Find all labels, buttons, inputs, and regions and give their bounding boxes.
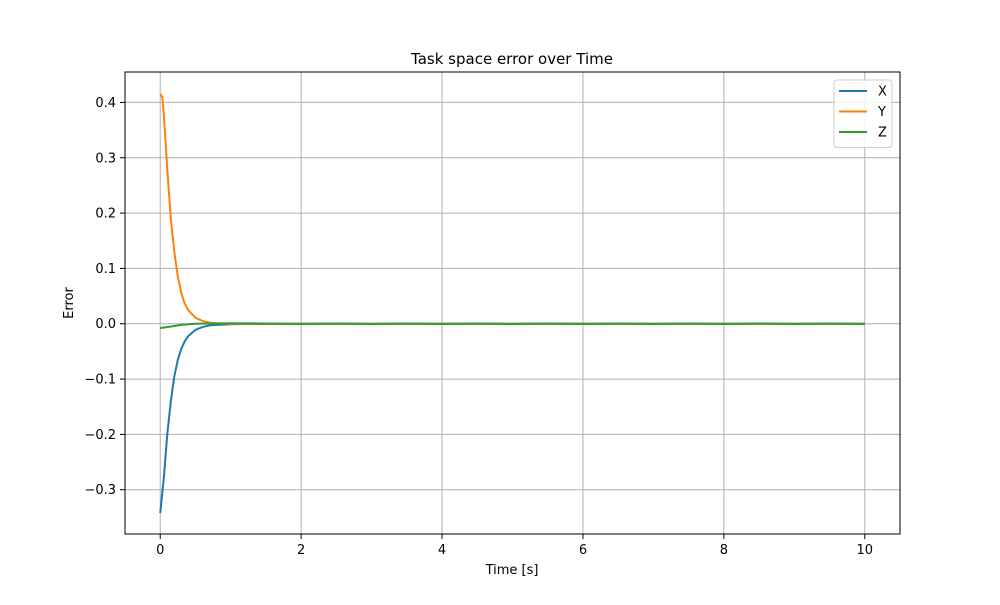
x-tick-label: 6 xyxy=(579,543,587,558)
x-tick-label: 2 xyxy=(297,543,305,558)
x-axis-label: Time [s] xyxy=(485,563,539,578)
chart-title: Task space error over Time xyxy=(410,50,613,68)
y-axis-label: Error xyxy=(62,287,77,319)
series-line-x xyxy=(159,322,865,514)
y-tick-label: 0.4 xyxy=(95,96,116,111)
series-line-y xyxy=(159,93,865,325)
x-tick-label: 0 xyxy=(156,543,164,558)
ticks-layer: 0 2 4 6 8 10 −0.3 −0.2 −0.1 0.0 0.1 0.2 0.3 0.4 xyxy=(84,96,873,558)
y-tick-label: −0.3 xyxy=(84,483,116,498)
y-tick-label: −0.1 xyxy=(84,373,116,388)
series-layer xyxy=(159,93,865,514)
y-tick-label: 0.2 xyxy=(95,207,116,222)
legend-label-y: Y xyxy=(877,105,886,120)
y-tick-label: 0.1 xyxy=(95,262,116,277)
series-line-z xyxy=(160,322,865,330)
grid-layer xyxy=(125,72,900,534)
legend-box xyxy=(833,79,893,148)
x-tick-label: 10 xyxy=(856,543,873,558)
x-tick-label: 4 xyxy=(438,543,446,558)
legend: XYZ xyxy=(833,79,893,148)
legend-label-z: Z xyxy=(878,126,887,141)
y-tick-label: 0.0 xyxy=(95,317,116,332)
plot-frame xyxy=(124,71,901,535)
y-tick-label: 0.3 xyxy=(95,151,116,166)
legend-label-x: X xyxy=(878,85,887,100)
x-tick-label: 8 xyxy=(720,543,728,558)
y-tick-label: −0.2 xyxy=(84,428,116,443)
